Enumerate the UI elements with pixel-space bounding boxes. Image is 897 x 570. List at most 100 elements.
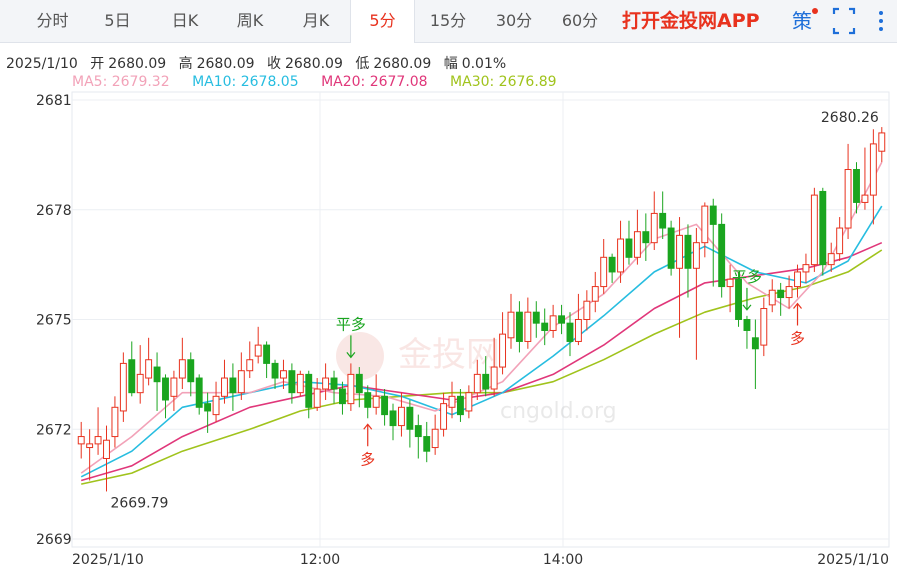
candle-body: [802, 264, 810, 273]
signal-arrow-down-icon: [742, 287, 752, 311]
watermark-logo: [336, 332, 384, 380]
candle-body: [768, 289, 776, 306]
candle-body: [827, 253, 835, 266]
tab-5min[interactable]: 5分: [350, 0, 415, 43]
candle-body: [280, 370, 287, 379]
candle-body: [836, 227, 844, 255]
candle-body: [617, 238, 624, 273]
candle-body: [482, 373, 490, 390]
info-amp-label: 幅: [443, 56, 458, 72]
tab-15min[interactable]: 15分: [429, 11, 467, 30]
candle-body: [347, 373, 355, 405]
candle-body: [372, 395, 380, 408]
candle-body: [103, 439, 110, 460]
more-vertical-icon[interactable]: [876, 0, 886, 56]
candle-body: [819, 190, 827, 266]
ohlc-info-bar: 2025/1/10 开 2680.09 高 2680.09 收 2680.09 低 26…: [6, 53, 514, 73]
info-open: 2680.09: [108, 56, 167, 72]
candle-body: [701, 205, 709, 244]
candle-body: [810, 194, 818, 266]
signals: 平多多 平多多: [336, 268, 805, 468]
tab-30min[interactable]: 30分: [495, 11, 533, 30]
candle-body: [296, 373, 304, 394]
candle-body: [507, 311, 515, 339]
tab-5day[interactable]: 5日: [104, 11, 131, 30]
y-tick-label: 2672: [36, 422, 72, 438]
info-low-label: 低: [355, 56, 370, 72]
ma10-legend: MA10: 2678.05: [192, 74, 299, 90]
candle-body: [676, 234, 683, 269]
candle-body: [212, 395, 220, 416]
candle-body: [195, 377, 203, 408]
candle-body: [558, 315, 566, 324]
candle-body: [178, 359, 186, 379]
candle-body: [448, 395, 456, 408]
candle-body: [659, 212, 667, 229]
candle-body: [718, 223, 726, 288]
strategy-icon[interactable]: 策: [792, 9, 812, 33]
candle-body: [456, 395, 464, 416]
ma30-legend: MA30: 2676.89: [450, 74, 557, 90]
candle-body: [246, 359, 254, 372]
ma5-legend: MA5: 2679.32: [72, 74, 170, 90]
candle-body: [254, 344, 262, 357]
info-open-label: 开: [90, 56, 105, 72]
candle-body: [625, 238, 633, 258]
candle-body: [431, 428, 439, 449]
candle-body: [583, 300, 591, 321]
candle-body: [237, 370, 245, 394]
candle-body: [406, 406, 414, 430]
tab-timeshare[interactable]: 分时: [36, 11, 69, 30]
candle-body: [119, 362, 127, 412]
open-app-link[interactable]: 打开金投网APP: [622, 10, 760, 32]
y-tick-label: 2669: [36, 532, 72, 548]
candle-body: [339, 388, 346, 405]
tab-week-k[interactable]: 周K: [236, 11, 264, 30]
candle-body: [381, 395, 389, 416]
candle-body: [94, 436, 102, 445]
candle-body: [490, 366, 498, 390]
x-tick-label: 12:00: [300, 552, 340, 568]
candle-body: [128, 359, 136, 394]
tab-month-k[interactable]: 月K: [302, 11, 330, 30]
signal-arrow-up-icon: [363, 423, 373, 447]
candle-body: [760, 308, 768, 346]
signal-label-long: 多: [790, 330, 805, 348]
candle-body: [692, 242, 700, 269]
y-tick-label: 2678: [36, 203, 72, 219]
candle-body: [532, 311, 540, 324]
candle-body: [726, 278, 734, 288]
candle-body: [187, 359, 195, 383]
signal-label-close-long: 平多: [732, 268, 762, 286]
candle-body: [684, 234, 692, 269]
x-tick-label: 14:00: [543, 552, 583, 568]
candle-body: [77, 436, 85, 445]
tab-60min[interactable]: 60分: [561, 11, 599, 30]
min-price-label: 2669.79: [110, 495, 168, 511]
candle-body: [170, 377, 178, 397]
candle-body: [397, 406, 405, 427]
candle-body: [853, 169, 860, 203]
info-close-label: 收: [266, 56, 281, 72]
fullscreen-icon[interactable]: [832, 0, 856, 56]
candle-body: [735, 278, 742, 320]
watermark-url: cngold.org: [500, 399, 617, 424]
candle-body: [709, 205, 717, 225]
candle-body: [642, 231, 650, 244]
signal-label-long: 多: [360, 450, 375, 468]
candle-body: [423, 436, 431, 452]
candle-body: [322, 377, 330, 390]
y-tick-label: 2681: [36, 93, 72, 109]
watermark: 金投网 cngold.org: [336, 332, 617, 424]
ma10-line: [80, 205, 883, 478]
signal-label-close-long: 平多: [336, 315, 366, 333]
candle-body: [549, 315, 557, 331]
chart-grid: [71, 91, 890, 548]
info-date: 2025/1/10: [6, 56, 78, 72]
candle-body: [86, 443, 94, 449]
candle-body: [751, 337, 759, 350]
tab-day-k[interactable]: 日K: [171, 11, 199, 30]
candle-body: [355, 373, 363, 394]
